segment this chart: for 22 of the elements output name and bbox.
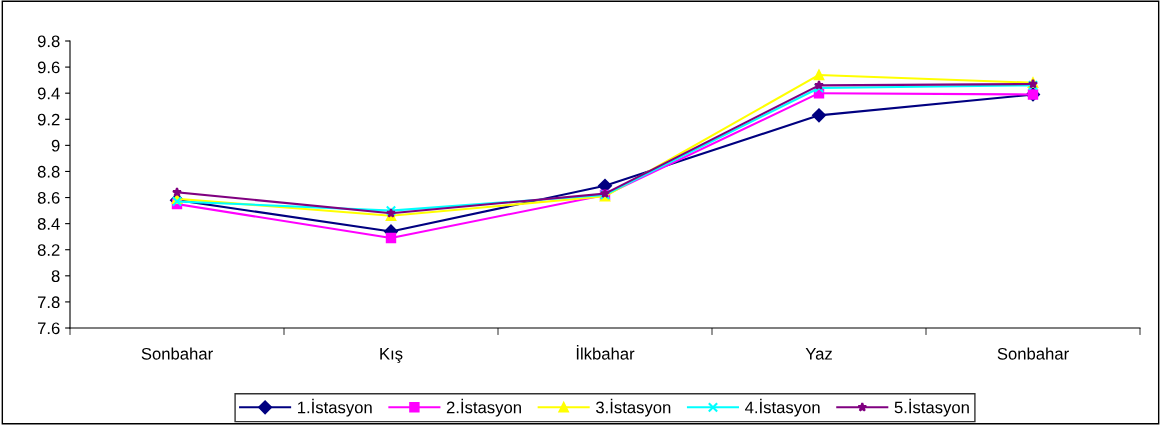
x-tick-label: Kış — [380, 347, 403, 363]
y-tick-label: 7.6 — [37, 322, 60, 335]
y-tick-label: 8.2 — [37, 244, 60, 256]
y-tick-label: 9 — [51, 139, 60, 152]
x-tick-label: Sonbahar — [141, 347, 213, 360]
y-tick-label: 9.6 — [37, 61, 60, 74]
y-tick-label: 7.8 — [37, 296, 60, 309]
y-tick-label: 8 — [51, 270, 60, 283]
legend-label: 2.İstasyon — [446, 398, 521, 417]
x-tick-label: Yaz — [805, 348, 832, 360]
legend-label: 3.İstasyon — [595, 398, 671, 417]
legend-label: 5.İstasyon — [894, 398, 969, 417]
y-tick-label: 8.4 — [37, 218, 60, 230]
y-tick-label: 9.4 — [37, 87, 60, 100]
y-tick-label: 9.2 — [37, 113, 60, 126]
y-tick-label: 8.6 — [37, 191, 60, 204]
x-tick-label: İlkbahar — [576, 345, 635, 360]
y-tick-label: 8.8 — [37, 165, 60, 178]
x-tick-label: Sonbahar — [997, 347, 1069, 360]
legend-label: 4.İstasyon — [745, 398, 820, 417]
y-tick-label: 9.8 — [37, 35, 60, 48]
legend-label: 1.İstasyon — [298, 398, 372, 417]
